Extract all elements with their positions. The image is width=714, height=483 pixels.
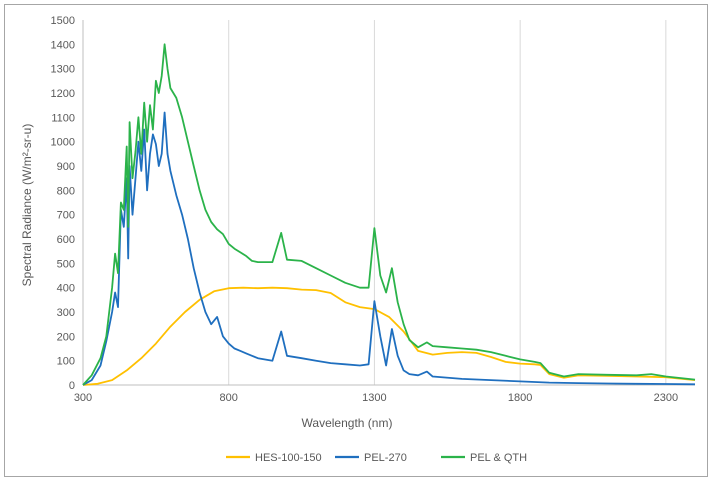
series-line-pel-qth	[82, 43, 696, 386]
x-tick-label: 300	[74, 392, 92, 404]
y-tick-label: 300	[57, 307, 75, 319]
y-tick-label: 700	[57, 210, 75, 222]
x-tick-label: 800	[220, 392, 238, 404]
legend-label: HES-100-150	[255, 452, 322, 464]
series-line-hes-100-150	[82, 286, 696, 386]
y-tick-label: 1200	[51, 88, 75, 100]
spectral-radiance-chart: 0 100 200 300 400 500 600 700 800 900 1000 1100 1200…	[20, 15, 696, 464]
chart-frame: 0 100 200 300 400 500 600 700 800 900 1000 1100 1200…	[4, 4, 708, 477]
series-lines	[82, 43, 696, 386]
y-axis-title: Spectral Radiance (W/m²-sr-u)	[20, 124, 34, 287]
x-tick-label: 1300	[362, 392, 386, 404]
y-tick-labels: 0 100 200 300 400 500 600 700 800 900 1000 1100 1200…	[51, 15, 75, 392]
y-tick-label: 1100	[51, 112, 75, 124]
x-tick-label: 1800	[508, 392, 532, 404]
legend-item: PEL & QTH	[441, 452, 527, 464]
x-axis-title: Wavelength (nm)	[302, 416, 393, 430]
legend-item: PEL-270	[335, 452, 407, 464]
y-tick-label: 1400	[51, 39, 75, 51]
legend-item: HES-100-150	[226, 452, 322, 464]
y-tick-label: 500	[57, 258, 75, 270]
y-tick-label: 200	[57, 331, 75, 343]
y-tick-label: 1300	[51, 64, 75, 76]
legend-label: PEL-270	[364, 452, 407, 464]
y-tick-label: 100	[57, 356, 75, 368]
gridlines	[82, 20, 695, 386]
x-tick-label: 2300	[654, 392, 678, 404]
y-tick-label: 800	[57, 185, 75, 197]
series-line-pel-270	[82, 111, 696, 386]
y-tick-label: 900	[57, 161, 75, 173]
y-tick-label: 600	[57, 234, 75, 246]
y-tick-label: 400	[57, 283, 75, 295]
legend: HES-100-150 PEL-270 PEL & QTH	[226, 452, 527, 464]
x-tick-labels: 300 800 1300 1800 2300	[74, 392, 678, 404]
y-tick-label: 1500	[51, 15, 75, 27]
legend-label: PEL & QTH	[470, 452, 527, 464]
y-tick-label: 1000	[51, 137, 75, 149]
y-tick-label: 0	[69, 380, 75, 392]
